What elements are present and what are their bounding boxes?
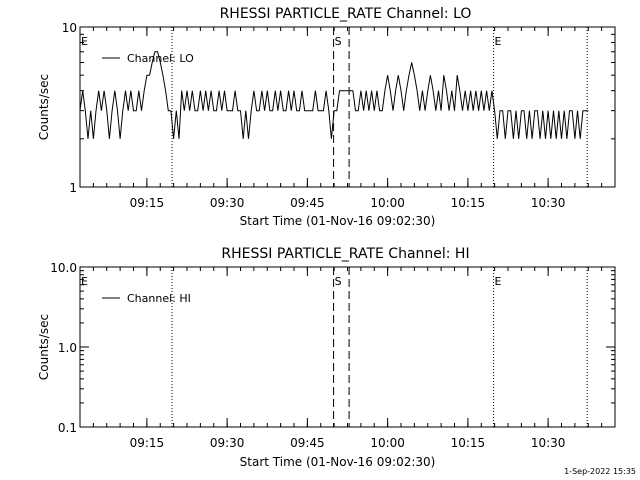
lo-legend-label: Channel: LO: [127, 52, 194, 65]
hi-x-tick-label: 10:00: [370, 436, 405, 450]
lo-x-axis-label: Start Time (01-Nov-16 09:02:30): [240, 214, 436, 228]
hi-legend-label: Channel: HI: [127, 292, 191, 305]
lo-x-tick-label: 09:30: [210, 196, 245, 210]
hi-y-tick-label: 0.1: [58, 421, 77, 435]
lo-y-tick-label: 10: [62, 21, 77, 35]
hi-x-axis-label: Start Time (01-Nov-16 09:02:30): [240, 455, 436, 469]
hi-chart-title: RHESSI PARTICLE_RATE Channel: HI: [221, 246, 469, 262]
hi-marker-label: E: [495, 275, 502, 288]
hi-x-tick-label: 09:45: [290, 436, 325, 450]
lo-series-line-0: [79, 51, 589, 139]
hi-marker-label: E: [81, 275, 88, 288]
hi-x-tick-label: 09:30: [210, 436, 245, 450]
lo-x-tick-label: 10:00: [370, 196, 405, 210]
lo-x-tick-label: 10:30: [531, 196, 566, 210]
lo-x-tick-label: 09:15: [130, 196, 165, 210]
hi-y-axis-label: Counts/sec: [37, 314, 51, 380]
hi-y-tick-label: 1.0: [58, 341, 77, 355]
lo-marker-label: S: [335, 35, 342, 48]
footer-timestamp: 1-Sep-2022 15:35: [564, 467, 636, 476]
hi-y-tick-label: 10.0: [50, 261, 77, 275]
lo-y-axis-label: Counts/sec: [37, 74, 51, 140]
hi-x-tick-label: 10:15: [451, 436, 486, 450]
lo-chart-title: RHESSI PARTICLE_RATE Channel: LO: [220, 6, 472, 22]
hi-x-tick-label: 10:30: [531, 436, 566, 450]
hi-x-tick-label: 09:15: [130, 436, 165, 450]
lo-marker-label: E: [495, 35, 502, 48]
lo-x-tick-label: 10:15: [451, 196, 486, 210]
lo-y-tick-label: 1: [69, 181, 77, 195]
lo-x-tick-label: 09:45: [290, 196, 325, 210]
hi-marker-label: S: [335, 275, 342, 288]
lo-marker-label: E: [81, 35, 88, 48]
